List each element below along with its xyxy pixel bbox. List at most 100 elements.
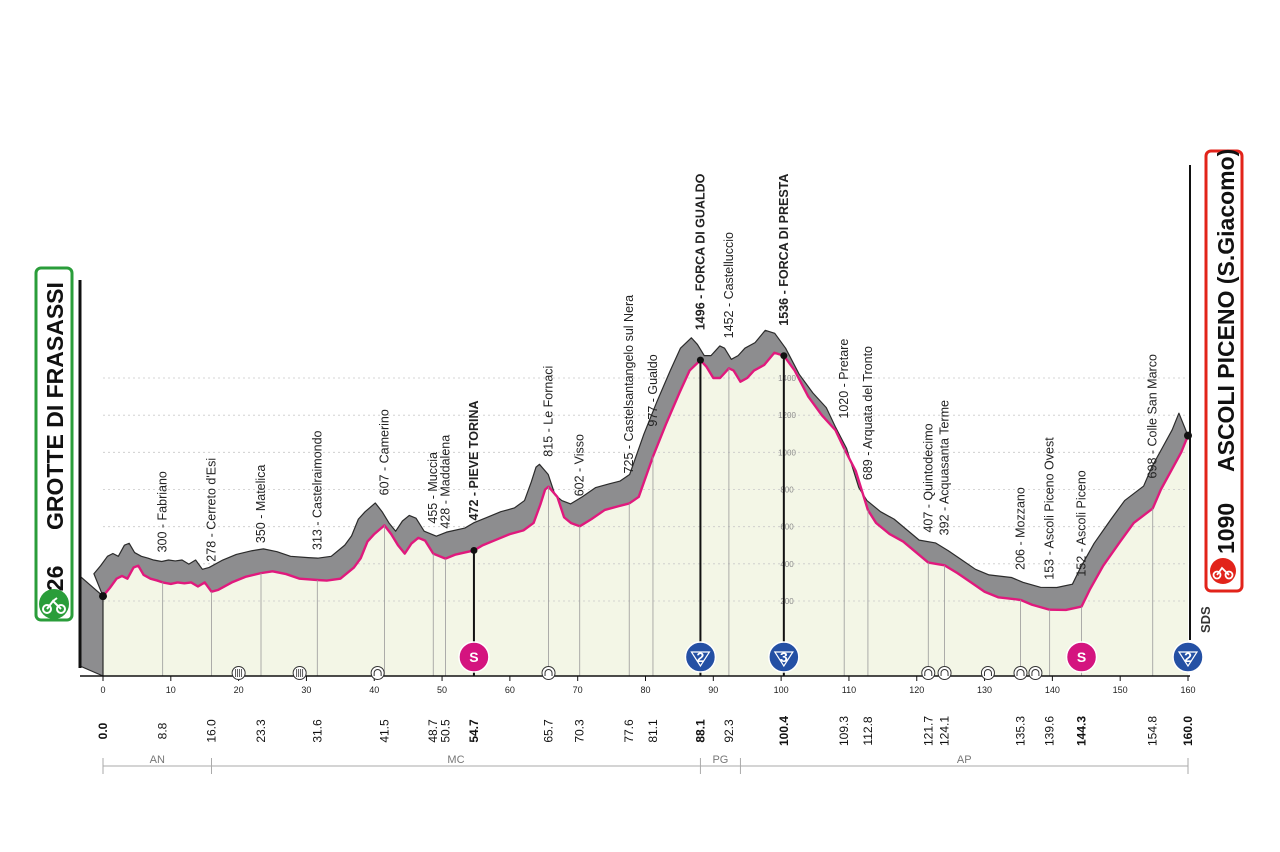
finish-dot	[1184, 431, 1192, 440]
place-droplines	[99, 352, 1192, 676]
km-tick-label: 120	[909, 685, 924, 695]
kom-triangle-icon	[690, 651, 711, 668]
kom-triangle-icon	[1177, 651, 1199, 668]
place-labels: 300 - Fabriano 278 - Cerreto d'Esi 350 - M…	[156, 173, 1160, 579]
altitude-tick-label: 600	[780, 523, 794, 532]
place-label: 300 - Fabriano	[156, 471, 170, 552]
km-mark: 41.5	[377, 719, 391, 743]
km-mark: 0.0	[96, 722, 110, 739]
sprint-marker	[458, 641, 490, 673]
province-label: AN	[150, 754, 165, 766]
marker-label: 3	[780, 649, 788, 665]
start-badge: 226 GROTTE DI FRASASSI	[34, 266, 74, 622]
tunnel-icon	[937, 666, 952, 680]
km-mark: 121.7	[921, 716, 935, 746]
place-label: 689 - Arquata del Tronto	[861, 346, 875, 480]
km-mark: 112.8	[861, 716, 875, 745]
finish-altitude: 1090	[1213, 503, 1239, 554]
altitude-tick-label: 1400	[778, 374, 796, 383]
place-dot	[470, 546, 478, 554]
km-mark: 23.3	[254, 719, 268, 743]
marker-label: S	[1077, 649, 1086, 665]
place-label: 725 - Castelsantangelo sul Nera	[622, 295, 636, 474]
km-mark: 109.3	[837, 716, 851, 746]
place-dot	[780, 352, 788, 360]
finish-badge: 1090 ASCOLI PICENO (S.Giacomo)	[1204, 149, 1244, 593]
kom-marker	[684, 641, 717, 673]
km-tick-label: 0	[100, 685, 105, 695]
level-crossing-icon	[292, 666, 307, 680]
marker-label: S	[469, 649, 478, 665]
km-mark: 144.3	[1075, 716, 1089, 746]
km-mark: 124.1	[938, 716, 952, 746]
province-label: MC	[447, 754, 464, 766]
place-label: 1452 - Castelluccio	[722, 232, 736, 338]
tunnel-arch	[544, 669, 553, 676]
start-name: GROTTE DI FRASASSI	[42, 282, 68, 530]
kom-marker	[1172, 641, 1204, 673]
place-label: 206 - Mozzano	[1014, 487, 1028, 570]
km-tick-label: 90	[708, 685, 718, 695]
km-mark: 77.6	[622, 719, 636, 743]
km-mark: 154.8	[1146, 716, 1160, 746]
km-tick-label: 70	[573, 685, 583, 695]
start-dot	[99, 592, 107, 601]
km-mark: 54.7	[467, 719, 481, 743]
level-crossing-icon	[231, 666, 246, 680]
cyclist-icon	[39, 589, 69, 619]
km-marks: 0.0 8.8 16.0 23.3 31.6 41.5 48.750.5 54.7 65.7 70…	[96, 716, 1195, 746]
altitude-tick-label: 1000	[778, 448, 796, 457]
marker-label: 2	[697, 649, 705, 665]
place-label: 472 - PIEVE TORINA	[467, 401, 481, 521]
place-label: 1496 - FORCA DI GUALDO	[693, 173, 707, 330]
place-label: 350 - Matelica	[254, 465, 268, 544]
km-tick-label: 160	[1180, 685, 1195, 695]
km-mark: 16.0	[205, 719, 219, 743]
km-tick-label: 10	[166, 685, 176, 695]
km-axis: 0 10 20 30 40 50 60 70 80 90 100 110 120 130 140 150 160	[80, 675, 1196, 695]
km-mark: 135.3	[1014, 716, 1028, 746]
km-mark: 31.6	[310, 719, 324, 743]
km-tick-label: 110	[842, 685, 856, 695]
place-label: 278 - Cerreto d'Esi	[205, 458, 219, 562]
km-mark: 70.3	[573, 719, 587, 743]
place-label: 698 - Colle San Marco	[1146, 354, 1160, 478]
km-mark: 139.6	[1043, 716, 1057, 746]
place-label: 153 - Ascoli Piceno Ovest	[1043, 437, 1057, 580]
tunnel-arch	[373, 669, 382, 676]
km-tick-label: 20	[234, 685, 244, 695]
place-label: 815 - Le Fornaci	[542, 366, 556, 457]
finish-name: ASCOLI PICENO (S.Giacomo)	[1213, 149, 1239, 472]
place-label: 607 - Camerino	[377, 409, 391, 495]
km-tick-label: 150	[1113, 685, 1128, 695]
place-label: 407 - Quintodecimo	[921, 423, 935, 532]
km-mark: 100.4	[777, 716, 791, 746]
tunnel-icon	[921, 666, 936, 680]
km-mark: 81.1	[646, 719, 660, 743]
profile-shading-layer	[103, 352, 1188, 676]
road-icons	[231, 666, 1043, 680]
place-label: 152 - Ascoli Piceno	[1075, 470, 1089, 576]
km-mark: 48.7	[426, 719, 440, 743]
km-tick-label: 80	[640, 685, 650, 695]
km-mark: 88.1	[693, 719, 707, 743]
stage-markers: S 2 3 S 2	[458, 641, 1204, 673]
km-tick-label: 100	[774, 685, 789, 695]
tunnel-icon	[541, 666, 556, 680]
altitude-tick-label: 200	[780, 597, 794, 606]
place-label: 455 - Muccia	[426, 452, 440, 524]
km-tick-label: 40	[369, 685, 379, 695]
altitude-tick-label: 400	[780, 560, 794, 569]
kom-marker	[768, 641, 800, 673]
brand-logo: SDS	[1198, 606, 1213, 633]
start-wall	[79, 574, 104, 677]
tunnel-arch	[940, 669, 949, 676]
sprint-marker	[1065, 641, 1098, 673]
profile-line	[102, 351, 1190, 612]
place-label: 1536 - FORCA DI PRESTA	[777, 174, 791, 326]
tunnel-arch	[924, 669, 933, 676]
place-dot	[696, 356, 704, 364]
place-label: 602 - Visso	[573, 434, 587, 496]
km-mark: 160.0	[1181, 716, 1195, 746]
km-mark: 50.5	[438, 719, 452, 743]
